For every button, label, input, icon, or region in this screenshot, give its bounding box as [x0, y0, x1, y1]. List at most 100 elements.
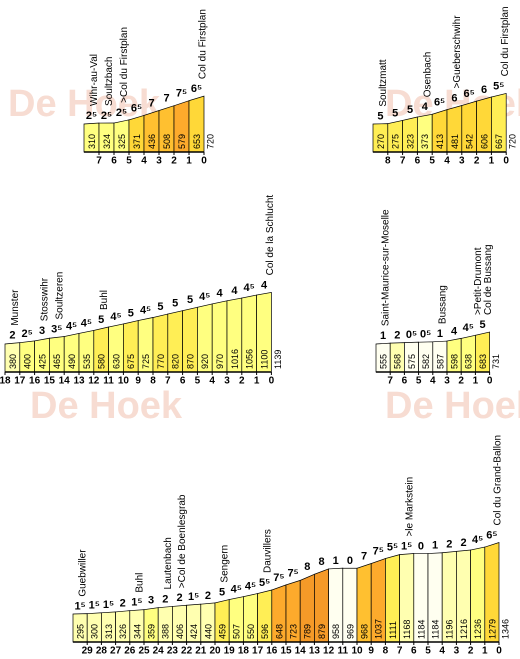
- km-label: 0: [496, 646, 502, 657]
- gradient-label: 4⁵: [231, 584, 242, 596]
- place-name: Wihr-au-Val: [89, 54, 100, 106]
- gradient-label: 6⁵: [131, 102, 142, 114]
- place-name: >le Markstein: [404, 477, 415, 537]
- altitude-label: 542: [465, 134, 475, 149]
- gradient-label: 0: [347, 555, 353, 567]
- altitude-label: 508: [162, 134, 172, 149]
- gradient-label: 6: [451, 92, 457, 104]
- altitude-label: 300: [90, 624, 100, 639]
- gradient-label: 5⁵: [259, 577, 270, 589]
- altitude-label: 720: [508, 134, 518, 149]
- altitude-label: 970: [215, 354, 225, 369]
- gradient-label: 3: [39, 325, 45, 337]
- place-name: Guebwiller: [78, 549, 89, 597]
- altitude-label: 413: [435, 134, 445, 149]
- gradient-label: 1: [437, 328, 443, 340]
- altitude-label: 1037: [374, 619, 384, 639]
- km-label: 9: [135, 376, 141, 387]
- km-label: 1: [186, 156, 192, 167]
- gradient-label: 5: [172, 298, 178, 310]
- km-label: 13: [309, 646, 321, 657]
- km-label: 3: [224, 376, 230, 387]
- gradient-label: 8: [318, 556, 324, 568]
- altitude-label: 958: [331, 624, 341, 639]
- gradient-label: 4⁵: [199, 291, 210, 303]
- km-label: 29: [82, 646, 94, 657]
- altitude-label: 587: [435, 354, 445, 369]
- place-name: Stosswihr: [40, 277, 51, 321]
- altitude-label: 310: [87, 134, 97, 149]
- gradient-label: 2⁵: [22, 328, 33, 340]
- altitude-label: 1139: [273, 350, 283, 369]
- place-name: Soultzeren: [54, 272, 65, 320]
- place-name: Col du Firstplan: [198, 9, 209, 79]
- gradient-label: 7⁵: [273, 572, 284, 584]
- gradient-label: 1: [432, 540, 438, 552]
- altitude-label: 879: [317, 624, 327, 639]
- altitude-label: 770: [156, 354, 166, 369]
- altitude-label: 400: [23, 354, 33, 369]
- gradient-label: 1: [380, 330, 386, 342]
- altitude-label: 459: [217, 624, 227, 639]
- altitude-label: 968: [359, 624, 369, 639]
- km-label: 10: [118, 376, 130, 387]
- altitude-label: 596: [260, 624, 270, 639]
- gradient-label: 3: [148, 595, 154, 607]
- km-label: 3: [444, 376, 450, 387]
- gradient-label: 5: [479, 319, 485, 331]
- km-label: 18: [238, 646, 250, 657]
- altitude-label: 313: [104, 624, 114, 639]
- altitude-label: 323: [405, 134, 415, 149]
- watermark: De Hoek: [385, 385, 520, 427]
- gradient-label: 2: [394, 330, 400, 342]
- km-label: 10: [351, 646, 363, 657]
- gradient-label: 4⁵: [245, 580, 256, 592]
- altitude-label: 424: [189, 624, 199, 639]
- altitude-label: 371: [132, 134, 142, 149]
- km-label: 7: [96, 156, 102, 167]
- place-name: Bussang: [438, 285, 449, 324]
- gradient-label: 2⁵: [116, 107, 127, 119]
- gradient-label: 0: [418, 540, 424, 552]
- place-name: Col de Bussang: [483, 244, 494, 315]
- altitude-label: 667: [494, 134, 504, 149]
- place-name: Soultzbach: [104, 56, 115, 105]
- km-label: 14: [59, 376, 71, 387]
- gradient-label: 5: [128, 307, 134, 319]
- km-label: 11: [103, 376, 114, 387]
- altitude-label: 465: [52, 354, 62, 369]
- altitude-label: 820: [171, 354, 181, 369]
- gradient-label: 4⁵: [110, 311, 121, 323]
- km-label: 19: [224, 646, 236, 657]
- gradient-label: 1⁵: [103, 599, 114, 611]
- altitude-label: 1016: [230, 349, 240, 369]
- gradient-label: 1: [333, 555, 339, 567]
- km-label: 5: [429, 156, 435, 167]
- altitude-label: 490: [67, 354, 77, 369]
- km-label: 2: [239, 376, 245, 387]
- place-name: Col de la Schlucht: [265, 195, 276, 276]
- km-label: 27: [110, 646, 122, 657]
- altitude-label: 870: [185, 354, 195, 369]
- place-name: Lautenbach: [163, 537, 174, 589]
- gradient-label: 7⁵: [287, 567, 298, 579]
- altitude-label: 1184: [430, 620, 440, 639]
- gradient-label: 6⁵: [434, 97, 445, 109]
- km-label: 4: [444, 156, 450, 167]
- gradient-label: 1⁵: [89, 600, 100, 612]
- altitude-label: 1056: [245, 349, 255, 369]
- altitude-label: 1100: [259, 350, 269, 369]
- km-label: 2: [474, 156, 480, 167]
- altitude-label: 630: [111, 354, 121, 369]
- altitude-label: 436: [147, 134, 157, 149]
- km-label: 12: [88, 376, 100, 387]
- km-label: 0: [503, 156, 509, 167]
- km-label: 17: [14, 376, 26, 387]
- gradient-label: 5⁵: [387, 542, 398, 554]
- altitude-label: 344: [132, 624, 142, 639]
- km-label: 7: [400, 156, 406, 167]
- altitude-label: 481: [450, 134, 460, 149]
- km-label: 15: [44, 376, 56, 387]
- km-label: 0: [201, 156, 207, 167]
- gradient-label: 0⁵: [420, 329, 431, 341]
